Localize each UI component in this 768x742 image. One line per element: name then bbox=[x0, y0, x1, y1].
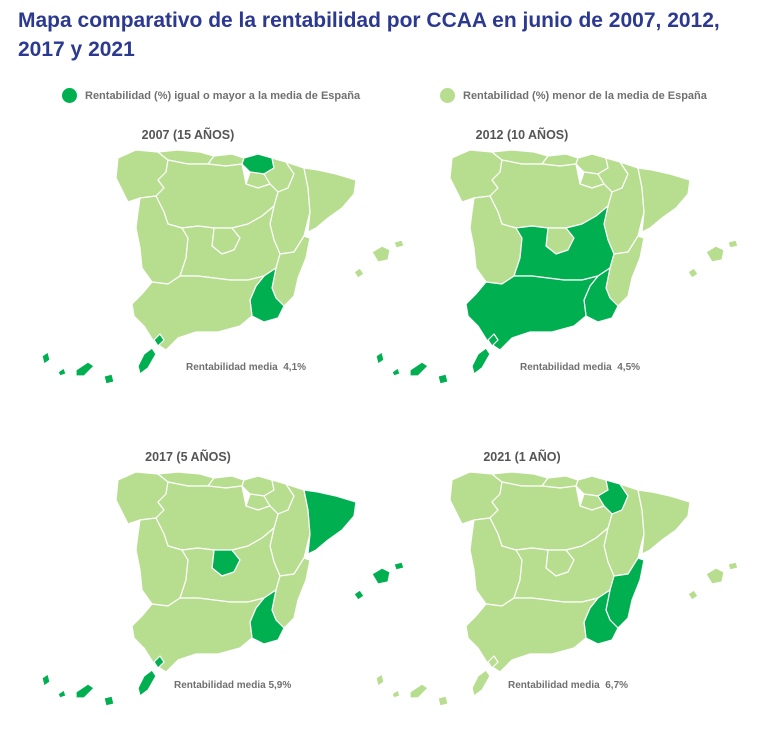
legend-item-above: Rentabilidad (%) igual o mayor a la medi… bbox=[62, 88, 360, 103]
map-panel-2007: 2007 (15 AÑOS) Rentabilidad media 4,1% bbox=[18, 128, 405, 398]
panel-title: 2007 (15 AÑOS) bbox=[141, 128, 235, 142]
page-title: Mapa comparativo de la rentabilidad por … bbox=[18, 9, 720, 61]
spain-map bbox=[41, 149, 405, 385]
panel-title: 2021 (1 AÑO) bbox=[483, 450, 561, 464]
region-cataluna bbox=[303, 167, 357, 233]
spain-map bbox=[41, 471, 405, 707]
map-panel-2017: 2017 (5 AÑOS) Rentabilidad media 5,9% bbox=[18, 450, 405, 720]
region-andalucia bbox=[131, 597, 265, 673]
spain-map bbox=[375, 471, 739, 707]
map-panel-2012: 2012 (10 AÑOS) Rentabilidad media 4,5% bbox=[352, 128, 739, 398]
region-baleares bbox=[687, 239, 739, 279]
panel-title: 2012 (10 AÑOS) bbox=[475, 128, 569, 142]
region-cataluna bbox=[303, 489, 357, 555]
region-canarias bbox=[375, 655, 499, 707]
average-label: Rentabilidad media 6,7% bbox=[508, 680, 629, 691]
map-panel-2021: 2021 (1 AÑO) Rentabilidad media 6,7% bbox=[352, 450, 739, 720]
legend-item-below: Rentabilidad (%) menor de la media de Es… bbox=[440, 88, 707, 103]
average-label: Rentabilidad media 4,1% bbox=[186, 362, 307, 373]
region-baleares bbox=[353, 561, 405, 601]
legend-swatch-below bbox=[440, 88, 455, 103]
region-andalucia bbox=[465, 275, 599, 351]
region-cataluna bbox=[637, 167, 691, 233]
region-canarias bbox=[41, 333, 165, 385]
panel-title: 2017 (5 AÑOS) bbox=[145, 450, 231, 464]
average-label: Rentabilidad media 5,9% bbox=[174, 680, 292, 691]
legend-label-above: Rentabilidad (%) igual o mayor a la medi… bbox=[85, 89, 361, 102]
region-canarias bbox=[41, 655, 165, 707]
spain-map bbox=[375, 149, 739, 385]
legend-swatch-above bbox=[62, 88, 77, 103]
region-canarias bbox=[375, 333, 499, 385]
region-andalucia bbox=[465, 597, 599, 673]
region-baleares bbox=[353, 239, 405, 279]
legend-label-below: Rentabilidad (%) menor de la media de Es… bbox=[463, 89, 707, 102]
average-label: Rentabilidad media 4,5% bbox=[520, 362, 641, 373]
region-baleares bbox=[687, 561, 739, 601]
region-andalucia bbox=[131, 275, 265, 351]
region-cataluna bbox=[637, 489, 691, 555]
